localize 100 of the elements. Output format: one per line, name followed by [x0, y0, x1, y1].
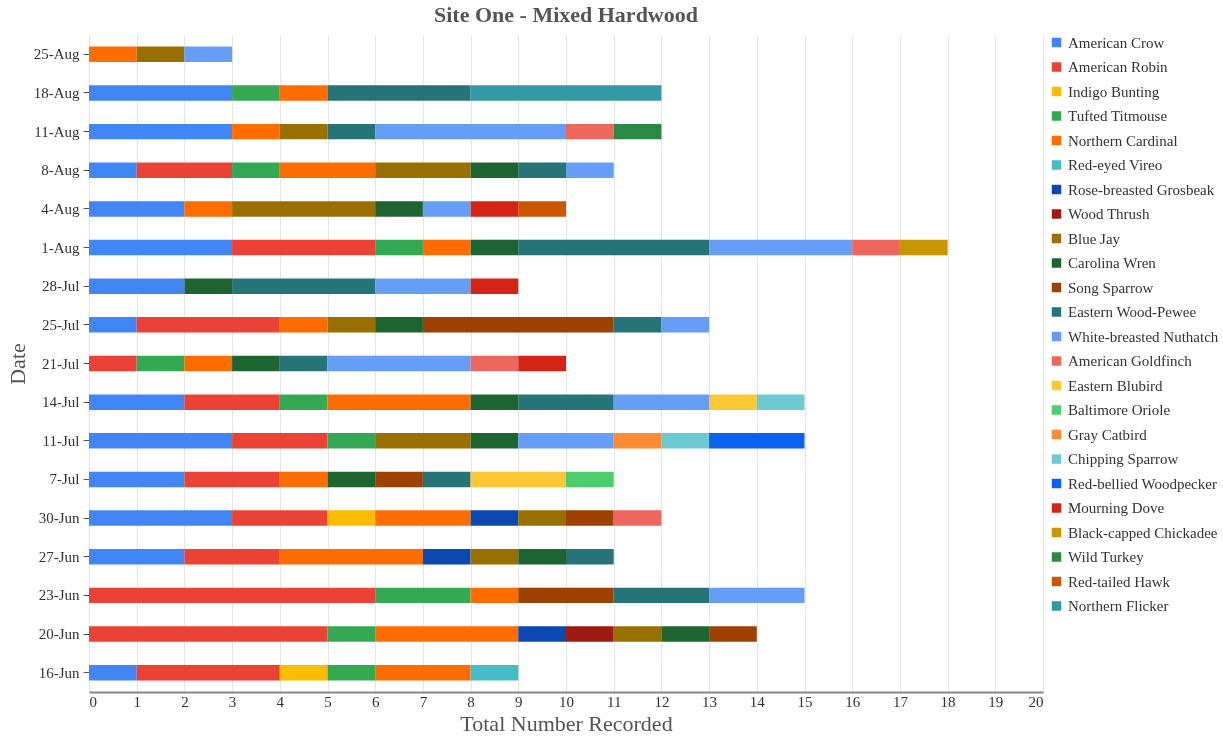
- legend-label: Eastern Wood-Pewee: [1068, 304, 1197, 320]
- bar: [566, 549, 614, 565]
- bar: [279, 394, 328, 410]
- legend-label: Rose-breasted Grosbeak: [1068, 181, 1215, 198]
- bar: [327, 355, 471, 372]
- bar: [89, 355, 137, 372]
- x-tick-label: 18: [940, 693, 956, 710]
- y-tick-label: 25-Aug: [33, 46, 80, 63]
- y-tick-label: 28-Jul: [42, 278, 80, 295]
- bar: [89, 46, 137, 63]
- bar: [232, 433, 328, 449]
- bar: [566, 510, 614, 526]
- bar: [613, 433, 662, 449]
- bar: [566, 626, 614, 642]
- x-tick-label: 13: [702, 693, 718, 710]
- bar: [518, 394, 614, 410]
- bar: [184, 355, 233, 372]
- bar: [327, 85, 471, 101]
- x-tick-label: 3: [228, 693, 237, 710]
- legend-label: Song Sparrow: [1068, 279, 1154, 296]
- x-tick-label: 9: [515, 693, 523, 710]
- bar: [709, 239, 853, 256]
- bar: [327, 510, 376, 526]
- x-tick-label: 6: [371, 693, 380, 710]
- bar: [375, 278, 471, 294]
- y-tick-label: 27-Jun: [38, 548, 80, 565]
- bar: [422, 549, 471, 565]
- y-tick-label: 11-Jul: [42, 432, 80, 449]
- legend-label: Northern Flicker: [1068, 598, 1169, 614]
- x-tick-label: 5: [324, 693, 332, 710]
- bar: [852, 239, 900, 256]
- bar: [470, 433, 519, 449]
- bar: [375, 664, 471, 681]
- bar: [566, 162, 614, 178]
- bar: [136, 317, 280, 333]
- bar: [279, 471, 328, 488]
- bar: [470, 239, 519, 256]
- bar: [136, 355, 185, 372]
- x-tick-label: 4: [276, 693, 285, 710]
- bar: [709, 433, 805, 449]
- bar: [375, 162, 471, 178]
- x-tick-label: 16: [845, 693, 861, 710]
- bar: [375, 471, 423, 488]
- y-tick-label: 1-Aug: [41, 239, 80, 256]
- bar: [613, 123, 662, 140]
- legend-label: Gray Catbird: [1068, 426, 1148, 443]
- y-tick-label: 7-Jul: [49, 471, 80, 488]
- bar: [89, 317, 137, 333]
- bar: [613, 587, 710, 604]
- bar: [327, 394, 471, 410]
- bar: [136, 664, 280, 681]
- legend-label: Baltimore Oriole: [1068, 402, 1171, 418]
- bar: [661, 433, 710, 449]
- x-tick-label: 17: [892, 693, 909, 710]
- y-tick-label: 30-Jun: [38, 510, 80, 527]
- bar: [470, 85, 662, 101]
- legend-label: Northern Cardinal: [1068, 132, 1178, 149]
- bar: [89, 201, 185, 217]
- bar: [518, 510, 566, 526]
- bar: [279, 123, 328, 140]
- y-tick-label: 11-Aug: [34, 123, 80, 140]
- bar: [89, 587, 376, 604]
- bar: [136, 46, 185, 63]
- x-tick-label: 8: [467, 693, 475, 710]
- legend-label: Chipping Sparrow: [1068, 451, 1179, 467]
- x-tick-label: 15: [797, 693, 813, 710]
- bar: [613, 626, 662, 642]
- bar: [518, 201, 566, 217]
- bar: [327, 123, 376, 140]
- bar: [327, 471, 376, 488]
- bar: [899, 239, 948, 256]
- bar: [279, 664, 328, 681]
- bar: [89, 510, 233, 526]
- legend-label: Red-tailed Hawk: [1068, 573, 1171, 590]
- bar: [232, 239, 376, 256]
- legend-label: Wild Turkey: [1068, 549, 1145, 565]
- bar: [327, 317, 376, 333]
- chart-title: Site One - Mixed Hardwood: [434, 2, 698, 27]
- bar: [518, 433, 614, 449]
- bar: [470, 510, 519, 526]
- legend-label: Red-eyed Vireo: [1068, 157, 1163, 173]
- bar: [470, 471, 566, 488]
- bar: [89, 123, 233, 140]
- bar: [232, 278, 376, 294]
- bar: [89, 278, 185, 294]
- bar: [89, 626, 328, 642]
- bar: [279, 549, 423, 565]
- bar: [518, 549, 566, 565]
- bar: [422, 201, 471, 217]
- legend-label: Tufted Titmouse: [1068, 108, 1168, 124]
- y-tick-label: 25-Jul: [42, 316, 80, 333]
- bar: [470, 201, 519, 217]
- bar: [518, 162, 566, 178]
- x-tick-label: 1: [133, 693, 141, 710]
- legend-label: Carolina Wren: [1068, 255, 1157, 271]
- bar: [375, 587, 471, 604]
- y-tick-label: 21-Jul: [42, 355, 80, 372]
- y-tick-label: 23-Jun: [38, 587, 80, 604]
- bar: [279, 355, 328, 372]
- y-tick-label: 16-Jun: [38, 664, 80, 681]
